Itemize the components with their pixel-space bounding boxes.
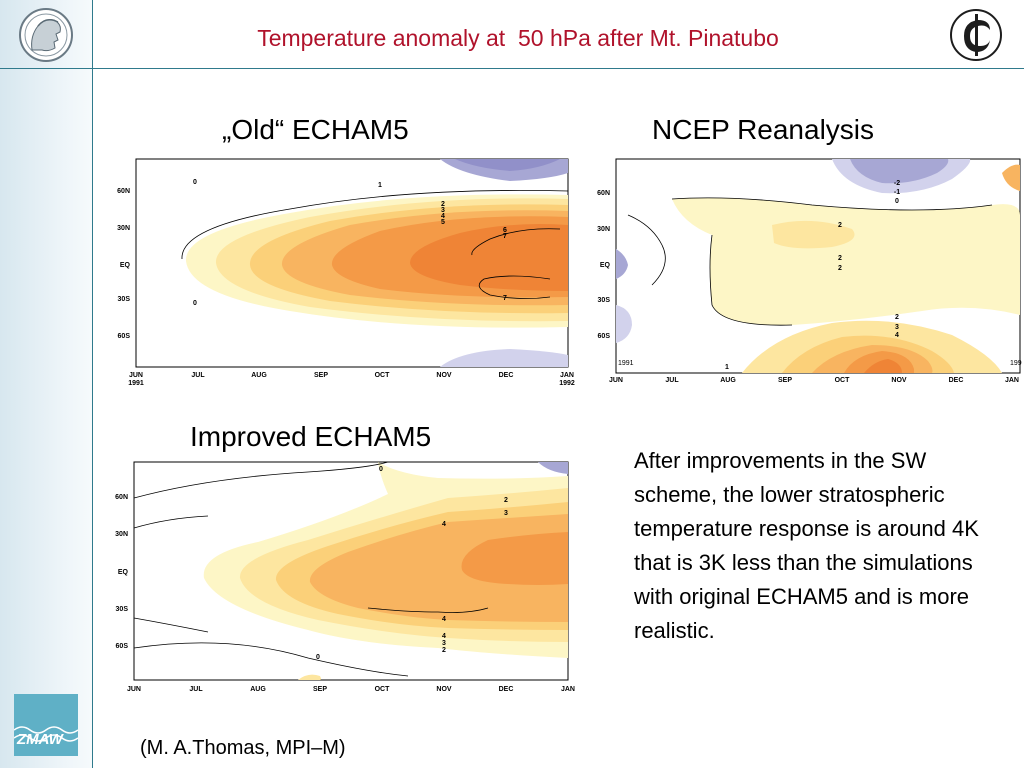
ncep-y-tick-30s: 30S: [598, 297, 611, 304]
old-contour-label-7-south: 7: [503, 295, 507, 302]
improved-contour-label-4-south: 4: [442, 633, 446, 640]
old-x-tick-jul: JUL: [191, 372, 205, 379]
ncep-y-tick-60n: 60N: [597, 190, 610, 197]
old-contour-label-0-south: 0: [193, 300, 197, 307]
sidebar-band: [0, 0, 92, 768]
ncep-y-tick-30n: 30N: [597, 226, 610, 233]
zmaw-logo-text: ZMAW: [16, 731, 65, 748]
ncep-reanalysis-contour-plot: -2 -1 0 2 2 2 2 3 4 1 60N 30N EQ 30S 60S…: [597, 158, 1022, 384]
old-x-tick-sep: SEP: [314, 372, 328, 379]
improved-contour-label-3-north: 3: [504, 510, 508, 517]
ncep-contour-label-2c: 2: [838, 265, 842, 272]
old-y-tick-eq: EQ: [120, 262, 131, 269]
improved-contour-lines: [133, 461, 489, 677]
improved-contour-label-3-south: 3: [442, 640, 446, 647]
panel-title-improved-echam5: Improved ECHAM5: [190, 421, 432, 452]
ncep-contour-label-4: 4: [895, 332, 899, 339]
improved-echam5-contour-plot: 0 2 3 4 4 4 3 2 0 60N 30N EQ 30S 60S JUN…: [115, 461, 575, 693]
ncep-x-year-end: 199: [1010, 360, 1022, 367]
old-contour-label-1: 1: [378, 182, 382, 189]
improved-contour-label-0-south: 0: [316, 654, 320, 661]
improved-y-tick-60s: 60S: [116, 643, 129, 650]
improved-y-tick-60n: 60N: [115, 494, 128, 501]
header-divider: [0, 68, 1024, 69]
old-y-tick-30n: 30N: [117, 225, 130, 232]
improved-x-tick-nov: NOV: [436, 686, 452, 693]
ncep-contour-label-1: 1: [725, 364, 729, 371]
improved-warm-contours: [203, 462, 568, 658]
old-x-tick-nov: NOV: [436, 372, 452, 379]
old-x-tick-oct: OCT: [375, 372, 391, 379]
panel-title-ncep-reanalysis: NCEP Reanalysis: [652, 114, 875, 145]
improved-y-tick-eq: EQ: [118, 569, 129, 576]
ncep-contour-label-2d: 2: [895, 314, 899, 321]
old-echam5-contour-plot: 0 1 2 3 4 5 6 7 0 7 60N 30N EQ 30S 60S J…: [117, 158, 575, 387]
old-cold-region: [440, 159, 568, 367]
old-x-tick-aug: AUG: [251, 372, 267, 379]
ncep-x-tick-jun: JUN: [609, 377, 623, 384]
old-x-tick-jun: JUN: [129, 372, 143, 379]
improved-x-tick-oct: OCT: [375, 686, 391, 693]
description-text: After improvements in the SW scheme, the…: [634, 448, 979, 643]
ncep-x-tick-oct: OCT: [835, 377, 851, 384]
old-y-tick-60n: 60N: [117, 188, 130, 195]
old-warm-contours: [181, 189, 569, 328]
ncep-x-tick-nov: NOV: [891, 377, 907, 384]
improved-x-tick-sep: SEP: [313, 686, 327, 693]
improved-contour-label-2-south: 2: [442, 647, 446, 654]
improved-x-tick-dec: DEC: [499, 686, 514, 693]
old-x-tick-jan: JAN: [560, 372, 574, 379]
old-contour-label-6: 6: [503, 227, 507, 234]
ncep-x-tick-jul: JUL: [665, 377, 679, 384]
mpi-minerva-logo: [19, 8, 73, 62]
slide-title: Temperature anomaly at 50 hPa after Mt. …: [257, 25, 779, 51]
old-contour-label-2: 2: [441, 201, 445, 208]
ncep-y-tick-eq: EQ: [600, 262, 611, 269]
improved-contour-label-4-mid: 4: [442, 616, 446, 623]
ncep-x-year-1991: 1991: [618, 360, 634, 367]
credit-text: (M. A.Thomas, MPI–M): [140, 737, 346, 759]
panel-title-old-echam5: „Old“ ECHAM5: [222, 114, 409, 145]
old-y-tick-30s: 30S: [118, 296, 131, 303]
improved-contour-label-0-north: 0: [379, 466, 383, 473]
sidebar-divider: [92, 0, 93, 768]
old-x-tick-dec: DEC: [499, 372, 514, 379]
improved-cold-region: [298, 462, 568, 680]
improved-contour-label-4-north: 4: [442, 521, 446, 528]
improved-contour-label-2-north: 2: [504, 497, 508, 504]
old-contour-label-0-north: 0: [193, 179, 197, 186]
improved-y-tick-30n: 30N: [115, 531, 128, 538]
institute-logo: [950, 9, 1002, 61]
ncep-x-tick-aug: AUG: [720, 377, 736, 384]
old-contour-label-5: 5: [441, 219, 445, 226]
improved-y-tick-30s: 30S: [116, 606, 129, 613]
ncep-x-tick-dec: DEC: [949, 377, 964, 384]
old-contour-label-4: 4: [441, 213, 445, 220]
improved-x-tick-jan: JAN: [561, 686, 575, 693]
ncep-contour-label-2b: 2: [838, 255, 842, 262]
ncep-contour-label-minus1: -1: [894, 189, 900, 196]
ncep-contour-label-0: 0: [895, 198, 899, 205]
zmaw-logo: ZMAW: [14, 694, 78, 756]
improved-x-tick-aug: AUG: [250, 686, 266, 693]
ncep-contour-label-2a: 2: [838, 222, 842, 229]
ncep-contour-label-3: 3: [895, 324, 899, 331]
improved-x-tick-jun: JUN: [127, 686, 141, 693]
old-x-year-1991: 1991: [128, 380, 144, 387]
old-y-tick-60s: 60S: [118, 333, 131, 340]
ncep-warm-contours: [672, 164, 1020, 373]
ncep-x-tick-jan: JAN: [1005, 377, 1019, 384]
ncep-x-tick-sep: SEP: [778, 377, 792, 384]
old-contour-label-7-north: 7: [503, 233, 507, 240]
old-contour-label-3: 3: [441, 207, 445, 214]
ncep-y-tick-60s: 60S: [598, 333, 611, 340]
improved-x-tick-jul: JUL: [189, 686, 203, 693]
ncep-contour-label-minus2: -2: [894, 180, 900, 187]
old-x-year-1992: 1992: [559, 380, 575, 387]
ncep-contour-lines: [627, 197, 993, 326]
